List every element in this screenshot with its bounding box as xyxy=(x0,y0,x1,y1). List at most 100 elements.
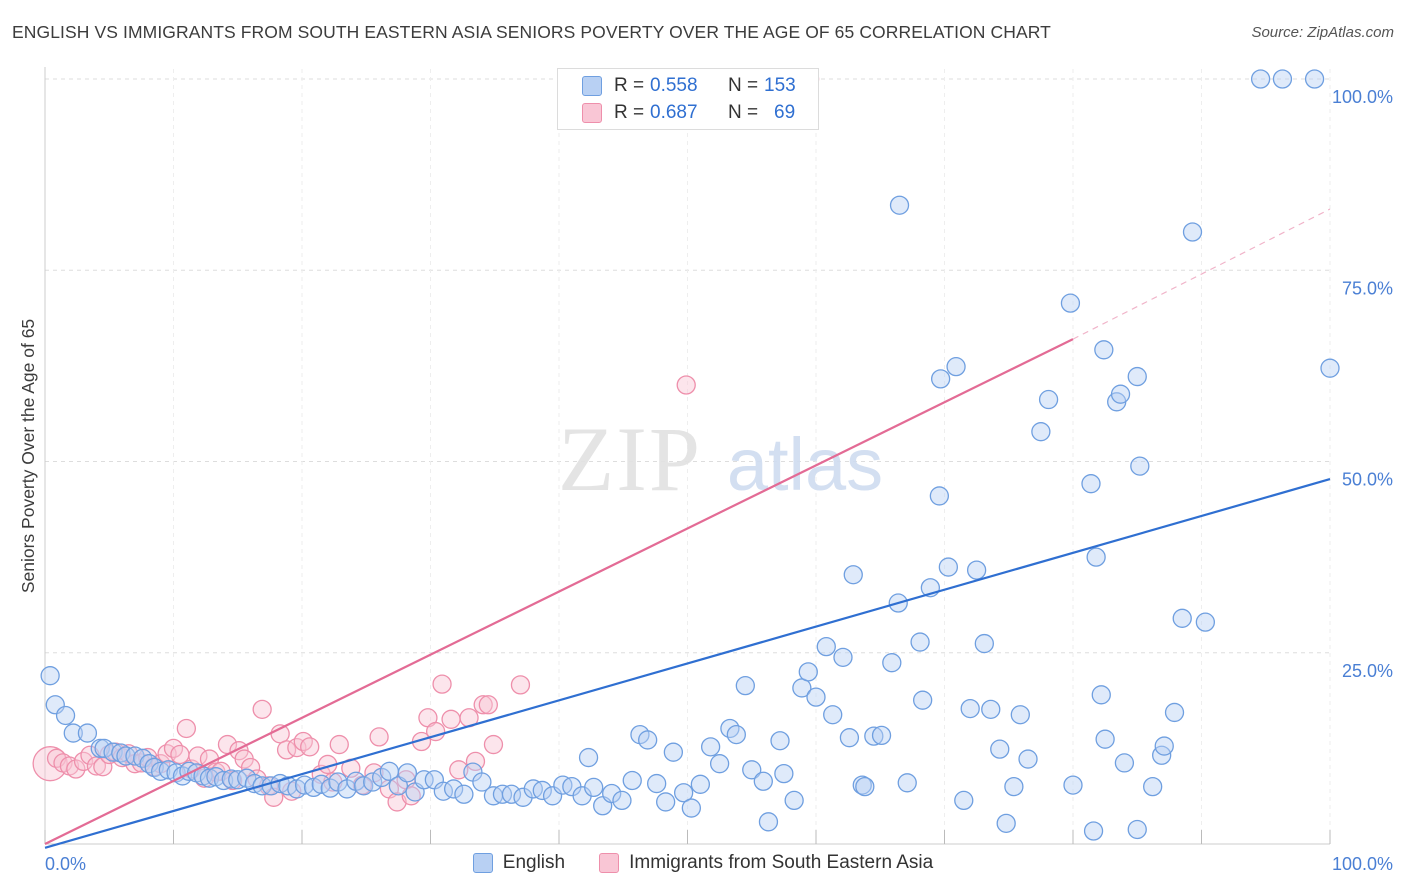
english-point xyxy=(954,790,974,811)
immigrants-r-label: R = xyxy=(614,102,645,123)
english-point xyxy=(882,653,902,673)
english-point xyxy=(1083,821,1104,841)
immigrants-point xyxy=(432,674,452,694)
english-point xyxy=(1272,69,1293,89)
english-point xyxy=(158,760,179,780)
english-point xyxy=(700,737,721,757)
legend-item-immigrants[interactable]: Immigrants from South Eastern Asia xyxy=(599,852,933,874)
immigrants-trendline xyxy=(44,338,1074,845)
english-point xyxy=(990,739,1010,759)
immigrants-point xyxy=(329,734,349,755)
english-point xyxy=(638,730,658,750)
english-point xyxy=(823,705,843,725)
y-tick-label: 25.0% xyxy=(1342,661,1393,681)
english-point xyxy=(443,779,464,799)
english-point xyxy=(910,632,930,652)
immigrants-point xyxy=(483,734,504,755)
english-point xyxy=(816,636,836,657)
english-point xyxy=(602,783,622,804)
y-tick-label: 100.0% xyxy=(1332,87,1393,107)
english-point xyxy=(913,690,933,710)
english-point xyxy=(960,698,980,719)
immigrants-point xyxy=(369,727,389,747)
english-point xyxy=(673,783,694,803)
english-point xyxy=(1172,608,1192,628)
legend-immigrants-swatch xyxy=(599,853,620,873)
english-point xyxy=(1182,222,1203,242)
english-point xyxy=(839,728,860,748)
english-point xyxy=(501,784,522,804)
immigrants-point xyxy=(188,746,208,766)
english-point xyxy=(1114,753,1135,773)
x-tick-label-max: 100.0% xyxy=(1332,854,1393,874)
english-point xyxy=(532,780,552,801)
english-point xyxy=(612,790,632,811)
english-point xyxy=(929,486,950,506)
english-point xyxy=(833,647,853,667)
english-point xyxy=(930,369,951,389)
english-point xyxy=(864,726,884,746)
watermark: ZIP atlas xyxy=(558,408,883,510)
english-point xyxy=(372,767,392,788)
immigrants-n-value: 69 xyxy=(774,102,796,123)
english-point xyxy=(213,770,234,791)
english-point xyxy=(303,777,324,798)
english-point xyxy=(897,773,917,793)
immigrants-n-label: N = xyxy=(728,102,759,123)
english-point xyxy=(454,784,474,804)
english-point xyxy=(758,812,779,832)
english-r-label: R = xyxy=(614,75,645,96)
english-point xyxy=(709,754,730,774)
english-trendline xyxy=(44,478,1331,849)
trendlines xyxy=(44,208,1331,849)
english-point xyxy=(1143,776,1163,797)
tick-labels: 25.0% 50.0% 75.0% 100.0% 0.0% 100.0% xyxy=(45,87,1393,874)
english-point xyxy=(1091,685,1111,705)
immigrants-point xyxy=(300,737,320,757)
source-label: Source: ZipAtlas.com xyxy=(1251,24,1394,41)
english-point xyxy=(139,754,159,774)
english-point xyxy=(1004,776,1024,797)
english-point xyxy=(843,565,863,585)
english-point xyxy=(40,666,60,686)
english-point xyxy=(742,760,762,780)
immigrants-point xyxy=(441,709,461,729)
immigrants-point xyxy=(66,759,86,779)
english-point xyxy=(1127,366,1147,387)
y-tick-label: 75.0% xyxy=(1342,278,1393,298)
english-point xyxy=(1250,69,1271,89)
immigrants-r-value: 0.687 xyxy=(650,102,698,123)
stats-legend: R = 0.558 N = 153 R = 0.687 N = 69 xyxy=(557,68,819,130)
english-point xyxy=(1010,705,1030,725)
legend-english-label: English xyxy=(502,852,566,873)
watermark-zip: ZIP xyxy=(558,408,702,510)
english-point xyxy=(1304,69,1325,89)
english-point xyxy=(1038,389,1059,410)
english-point xyxy=(681,798,702,818)
english-point xyxy=(320,778,340,798)
legend-english-swatch xyxy=(472,853,493,873)
english-point xyxy=(981,699,1001,720)
english-point xyxy=(77,723,98,743)
immigrants-point xyxy=(240,757,261,778)
english-point xyxy=(1018,749,1038,769)
english-swatch xyxy=(582,76,602,96)
english-point xyxy=(55,705,76,726)
english-point xyxy=(584,777,604,798)
immigrants-point xyxy=(252,699,272,720)
immigrants-point xyxy=(170,744,190,765)
english-r-value: 0.558 xyxy=(650,75,698,96)
immigrants-point xyxy=(473,695,493,715)
english-point xyxy=(111,743,131,763)
english-point xyxy=(1154,736,1174,756)
immigrants-point xyxy=(510,675,531,695)
english-point xyxy=(946,356,966,377)
english-n-label: N = xyxy=(728,75,759,96)
legend-item-english[interactable]: English xyxy=(472,852,566,874)
english-point xyxy=(397,763,418,783)
english-point xyxy=(1081,474,1101,494)
immigrants-point xyxy=(478,695,498,715)
y-tick-label: 50.0% xyxy=(1342,470,1393,490)
chart-title: ENGLISH VS IMMIGRANTS FROM SOUTH EASTERN… xyxy=(12,22,1051,42)
